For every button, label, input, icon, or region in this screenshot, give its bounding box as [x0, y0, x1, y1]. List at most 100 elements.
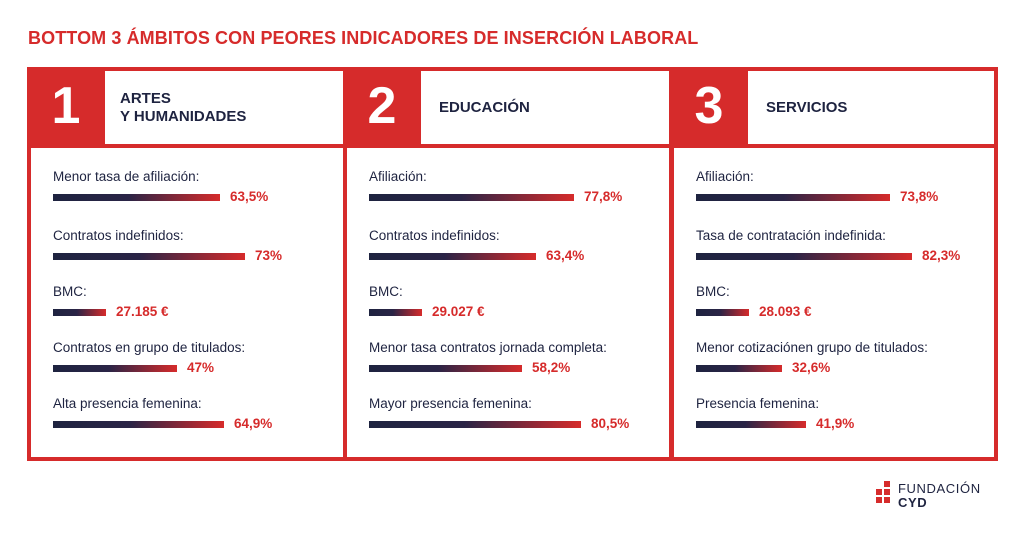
- panel-header: 3 SERVICIOS: [670, 67, 998, 148]
- indicator-bar: [369, 194, 574, 201]
- indicator: Alta presencia femenina: 64,9%: [53, 395, 272, 433]
- indicator-label: Afiliación:: [369, 169, 427, 184]
- panel-2: 2 EDUCACIÓN Afiliación: 77,8% Contratos inde…: [343, 67, 673, 461]
- indicator-bar: [53, 309, 106, 316]
- indicator-value: 64,9%: [234, 416, 273, 431]
- panel-rank: 3: [694, 77, 724, 135]
- indicator-bar-row: 63,5%: [53, 188, 268, 206]
- indicator: Tasa de contratación indefinida: 82,3%: [696, 227, 960, 265]
- panel-title-box: ARTES Y HUMANIDADES: [105, 71, 343, 144]
- indicator: Afiliación: 73,8%: [696, 168, 938, 206]
- indicator-bar-row: 77,8%: [369, 188, 622, 206]
- indicator-bar: [696, 253, 912, 260]
- indicator-bar: [369, 421, 581, 428]
- indicator-value: 27.185 €: [116, 304, 169, 319]
- panel-1: 1 ARTES Y HUMANIDADES Menor tasa de afilia…: [27, 67, 347, 461]
- indicator-bar: [369, 253, 536, 260]
- indicator-label: BMC:: [53, 284, 87, 299]
- panel-body: Afiliación: 73,8% Tasa de contratación ind…: [674, 148, 994, 457]
- panel-header: 1 ARTES Y HUMANIDADES: [27, 67, 347, 148]
- panel-body: Afiliación: 77,8% Contratos indefinidos: 63…: [347, 148, 669, 457]
- chart-frame: 1 ARTES Y HUMANIDADES Menor tasa de afilia…: [27, 67, 998, 461]
- indicator-value: 58,2%: [532, 360, 571, 375]
- panel-body: Menor tasa de afiliación: 63,5% Contratos …: [31, 148, 343, 457]
- indicator-bar: [369, 365, 522, 372]
- logo-square-icon: [884, 481, 890, 487]
- indicator-label: Menor tasa contratos jornada completa:: [369, 340, 607, 355]
- indicator-bar-row: 29.027 €: [369, 303, 485, 321]
- logo-square-icon: [884, 497, 890, 503]
- indicator-value: 77,8%: [584, 189, 623, 204]
- indicator-value: 32,6%: [792, 360, 831, 375]
- indicator-bar: [53, 194, 220, 201]
- indicator-label: Contratos en grupo de titulados:: [53, 340, 246, 355]
- indicator-value: 82,3%: [922, 248, 961, 263]
- indicator-label: Contratos indefinidos:: [369, 228, 500, 243]
- indicator-label: Menor tasa de afiliación:: [53, 169, 200, 184]
- indicator-bar: [369, 309, 422, 316]
- indicator: BMC: 29.027 €: [369, 283, 485, 321]
- indicator-value: 73,8%: [900, 189, 939, 204]
- indicator: Contratos indefinidos: 63,4%: [369, 227, 584, 265]
- indicator-bar-row: 32,6%: [696, 359, 928, 377]
- logo-line2: CYD: [898, 495, 928, 510]
- panel-title-box: EDUCACIÓN: [421, 71, 669, 144]
- indicator-value: 29.027 €: [432, 304, 485, 319]
- indicator-bar-row: 27.185 €: [53, 303, 169, 321]
- panel-header: 2 EDUCACIÓN: [343, 67, 673, 148]
- indicator-label: Mayor presencia femenina:: [369, 396, 532, 411]
- indicator-bar-row: 58,2%: [369, 359, 607, 377]
- indicator-bar: [53, 421, 224, 428]
- panel-3: 3 SERVICIOS Afiliación: 73,8% Tasa de contra…: [670, 67, 998, 461]
- panel-title-box: SERVICIOS: [748, 71, 994, 144]
- indicator-bar-row: 80,5%: [369, 415, 629, 433]
- indicator-bar-row: 47%: [53, 359, 245, 377]
- indicator-bar: [53, 365, 177, 372]
- page-title: BOTTOM 3 ÁMBITOS CON PEORES INDICADORES …: [28, 28, 699, 48]
- logo-square-icon: [884, 489, 890, 495]
- indicator: Afiliación: 77,8%: [369, 168, 622, 206]
- indicator: Menor tasa contratos jornada completa: 58…: [369, 339, 607, 377]
- indicator: BMC: 27.185 €: [53, 283, 169, 321]
- indicator-value: 41,9%: [816, 416, 855, 431]
- panel-title: EDUCACIÓN: [439, 98, 530, 116]
- indicator-label: Menor cotizaciónen grupo de titulados:: [696, 340, 928, 355]
- indicator-bar: [53, 253, 245, 260]
- indicator-bar: [696, 194, 890, 201]
- indicator-bar-row: 82,3%: [696, 247, 960, 265]
- indicator-value: 28.093 €: [759, 304, 812, 319]
- indicator: BMC: 28.093 €: [696, 283, 812, 321]
- indicator: Menor tasa de afiliación: 63,5%: [53, 168, 268, 206]
- indicator: Contratos en grupo de titulados: 47%: [53, 339, 245, 377]
- indicator: Contratos indefinidos: 73%: [53, 227, 282, 265]
- panel-rank: 1: [51, 77, 81, 135]
- indicator-label: Contratos indefinidos:: [53, 228, 184, 243]
- indicator-label: Alta presencia femenina:: [53, 396, 202, 411]
- indicator-bar-row: 73,8%: [696, 188, 938, 206]
- indicator-bar: [696, 309, 749, 316]
- panel-title: ARTES Y HUMANIDADES: [120, 89, 247, 125]
- indicator-bar-row: 73%: [53, 247, 282, 265]
- indicator-bar-row: 41,9%: [696, 415, 854, 433]
- indicator-label: Tasa de contratación indefinida:: [696, 228, 886, 243]
- indicator: Menor cotizaciónen grupo de titulados: 32…: [696, 339, 928, 377]
- indicator-label: BMC:: [369, 284, 403, 299]
- indicator-bar: [696, 365, 782, 372]
- indicator-bar-row: 63,4%: [369, 247, 584, 265]
- indicator: Presencia femenina: 41,9%: [696, 395, 854, 433]
- panel-title: SERVICIOS: [766, 98, 848, 116]
- indicator: Mayor presencia femenina: 80,5%: [369, 395, 629, 433]
- indicator-bar-row: 64,9%: [53, 415, 272, 433]
- panel-rank: 2: [367, 77, 397, 135]
- indicator-value: 63,4%: [546, 248, 585, 263]
- indicator-label: Afiliación:: [696, 169, 754, 184]
- logo-square-icon: [876, 489, 882, 495]
- logo-line1: FUNDACIÓN: [898, 481, 981, 496]
- indicator-bar-row: 28.093 €: [696, 303, 812, 321]
- indicator-value: 63,5%: [230, 189, 269, 204]
- indicator-value: 47%: [187, 360, 215, 375]
- indicator-value: 73%: [255, 248, 283, 263]
- logo-square-icon: [876, 497, 882, 503]
- indicator-label: Presencia femenina:: [696, 396, 820, 411]
- indicator-value: 80,5%: [591, 416, 630, 431]
